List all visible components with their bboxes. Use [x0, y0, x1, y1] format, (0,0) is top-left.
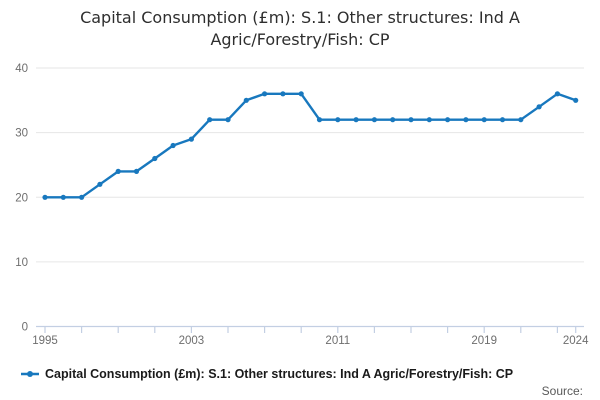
- data-point: [170, 142, 176, 149]
- data-point: [97, 181, 103, 187]
- data-point: [316, 117, 323, 123]
- data-point: [262, 91, 268, 97]
- data-point: [499, 117, 506, 123]
- y-axis-tick-label: 0: [22, 322, 28, 334]
- x-axis-tick-label: 2011: [325, 335, 350, 347]
- x-axis-tick-label: 2024: [563, 335, 589, 347]
- chart-title-line2: Agric/Forestry/Fish: CP: [210, 30, 390, 49]
- data-point: [207, 117, 213, 123]
- data-point: [390, 117, 396, 123]
- y-axis-tick-label: 40: [15, 63, 28, 75]
- legend-item: Capital Consumption (£m): S.1: Other str…: [20, 366, 513, 382]
- y-axis-tick-label: 10: [15, 257, 28, 269]
- data-point: [408, 117, 414, 123]
- data-point: [426, 117, 432, 123]
- data-point: [335, 117, 341, 123]
- data-point: [536, 104, 542, 110]
- data-point: [152, 155, 158, 162]
- data-point: [445, 117, 451, 123]
- data-point: [60, 194, 66, 200]
- legend-line-marker-icon: [21, 371, 39, 377]
- data-point: [42, 194, 48, 200]
- data-point: [133, 168, 140, 174]
- chart-title-line1: Capital Consumption (£m): S.1: Other str…: [80, 8, 520, 27]
- data-line: [43, 92, 577, 199]
- data-point: [353, 117, 359, 123]
- y-axis-tick-label: 30: [15, 128, 28, 140]
- source-label: Source:: [541, 384, 583, 398]
- data-point: [518, 117, 524, 123]
- x-axis-tick-label: 2019: [471, 335, 497, 347]
- data-point: [481, 117, 487, 123]
- y-axis-tick-label: 20: [15, 192, 28, 204]
- data-point: [243, 97, 249, 103]
- data-point: [298, 91, 304, 97]
- chart-title: Capital Consumption (£m): S.1: Other str…: [0, 7, 600, 51]
- data-point: [554, 91, 561, 97]
- data-point: [463, 117, 469, 123]
- data-point: [573, 97, 579, 103]
- data-point: [225, 117, 231, 123]
- legend-label: Capital Consumption (£m): S.1: Other str…: [45, 367, 514, 381]
- data-point: [280, 91, 286, 97]
- x-axis-tick-label: 2003: [179, 335, 205, 347]
- data-point: [115, 168, 121, 174]
- data-point: [188, 136, 194, 142]
- x-axis-tick-label: 1995: [32, 335, 58, 347]
- data-point: [371, 117, 377, 123]
- data-point: [79, 194, 85, 200]
